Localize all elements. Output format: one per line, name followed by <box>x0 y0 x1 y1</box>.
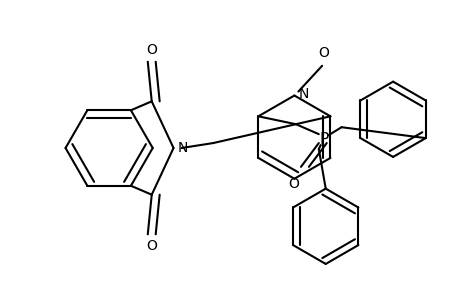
Text: O: O <box>318 46 329 60</box>
Text: O: O <box>146 239 157 253</box>
Text: N: N <box>177 141 187 155</box>
Text: N: N <box>298 86 308 100</box>
Text: P: P <box>319 132 328 147</box>
Text: O: O <box>288 177 299 191</box>
Text: O: O <box>146 43 157 57</box>
